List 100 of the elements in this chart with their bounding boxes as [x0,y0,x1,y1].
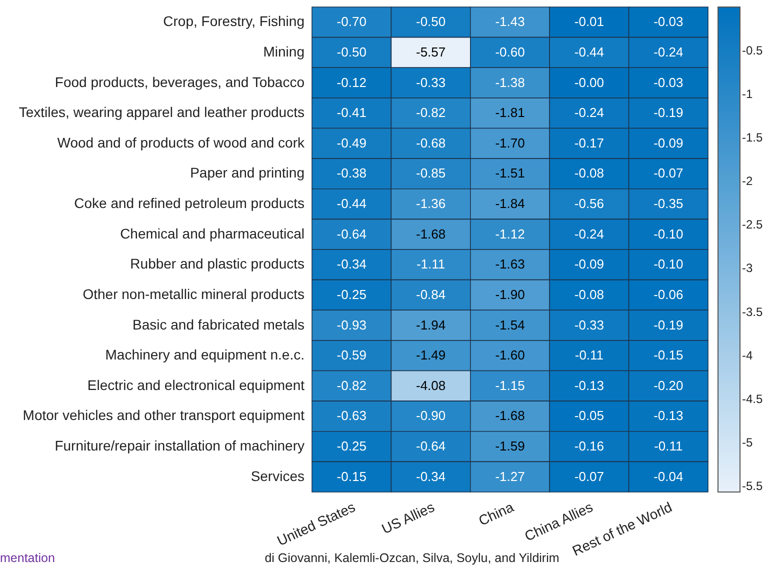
data-label: -1.15 [495,378,525,393]
data-label: -5.57 [416,44,446,60]
data-label: -0.49 [336,135,366,150]
data-label: -1.68 [495,408,525,424]
data-label: -0.90 [416,408,446,424]
data-label: -0.01 [574,14,604,30]
data-label: -0.50 [416,14,446,30]
data-label: -0.25 [336,438,366,454]
data-label: -0.20 [654,378,684,393]
data-label: -1.27 [495,468,525,484]
data-label: -0.56 [574,196,604,212]
data-label: -1.94 [416,317,446,332]
data-label: -0.70 [336,14,366,30]
data-label: -0.85 [416,166,446,181]
color-bar-label: -1 [742,87,753,102]
data-label: -0.13 [654,408,684,424]
data-label: -0.68 [416,135,446,150]
data-label: -0.24 [574,105,604,120]
data-label: -0.50 [336,44,366,60]
data-label: -0.09 [574,256,604,272]
color-bar-label: -5.5 [742,478,764,493]
data-label: -0.19 [654,105,684,120]
y-tick-label: Electric and electronical equipment [87,376,305,393]
data-label: -0.10 [654,256,684,272]
data-label: -0.64 [336,226,366,242]
data-label: -0.13 [574,378,604,393]
data-label: -1.51 [495,166,525,181]
data-label: -0.15 [654,348,684,363]
color-bar-label: -0.5 [742,44,764,58]
y-tick-label: Wood and of products of wood and cork [57,134,306,150]
y-tick-label: Paper and printing [190,164,304,181]
data-label: -1.59 [495,438,525,454]
data-label: -0.09 [654,135,684,150]
data-label: -1.43 [495,14,525,30]
text: di Giovanni, Kalemli-Ozcan, Silva, Soylu, and Yildirim [264,551,560,565]
text: mentation [0,551,55,565]
data-label: -1.11 [416,256,446,272]
data-label: -0.03 [654,14,684,30]
data-label: -1.54 [495,317,525,332]
color-bar-label: -3 [742,261,753,276]
data-label: -0.35 [654,196,684,212]
data-label: -0.33 [416,74,446,90]
data-label: -0.07 [654,166,684,181]
data-label: -0.07 [574,468,604,484]
data-label: -0.12 [336,74,366,90]
y-tick-label: Textiles, wearing apparel and leather products [18,104,304,120]
data-label: -1.68 [416,226,446,242]
color-bar-label: -1.5 [742,130,764,145]
data-label: -1.70 [495,135,525,150]
data-label: -0.34 [336,256,366,272]
data-label: -0.08 [574,166,604,181]
data-label: -0.44 [574,44,604,60]
data-label: -1.36 [416,196,446,212]
data-label: -1.81 [495,105,525,120]
y-tick-label: Crop, Forestry, Fishing [163,13,304,30]
data-label: -0.15 [336,468,366,484]
data-label: -0.00 [574,74,604,90]
x-tick-label: China [476,498,516,529]
x-tick-label: US Allies [379,498,437,537]
data-label: -0.34 [416,468,446,484]
color-bar-label: -5 [742,435,753,450]
y-tick-label: Services [250,468,304,484]
data-label: -1.49 [416,348,446,363]
data-label: -0.11 [654,438,683,454]
data-label: -0.60 [495,44,525,60]
y-tick-label: Coke and refined petroleum products [74,195,304,212]
data-label: -4.08 [416,378,446,393]
y-tick-label: Furniture/repair installation of machinery [54,438,304,454]
data-label: -1.38 [495,74,525,90]
data-label: -0.63 [336,408,366,424]
data-label: -0.24 [574,226,604,242]
data-label: -0.08 [574,286,604,302]
data-label: -0.84 [416,286,446,302]
y-tick-label: Machinery and equipment n.e.c. [105,346,304,363]
y-tick-label: Motor vehicles and other transport equipment [22,407,305,424]
data-label: -0.17 [574,135,604,150]
data-label: -1.84 [495,196,525,212]
data-label: -0.06 [654,286,684,302]
data-label: -0.38 [336,166,366,181]
data-label: -0.93 [336,317,366,332]
data-label: -0.04 [654,468,684,484]
data-label: -0.33 [574,317,604,332]
color-bar-label: -4.5 [742,392,764,406]
data-label: -1.12 [495,226,525,242]
data-label: -0.82 [416,105,446,120]
y-tick-label: Food products, beverages, and Tobacco [54,74,305,90]
y-tick-label: Other non-metallic mineral products [82,286,304,302]
data-label: -0.03 [654,74,684,90]
data-label: -0.19 [654,317,684,332]
data-label: -0.05 [574,408,604,424]
color-bar-label: -2 [742,174,753,188]
data-label: -1.90 [495,286,525,302]
data-label: -1.60 [495,348,525,363]
data-label: -0.41 [336,105,366,120]
data-label: -0.25 [336,286,366,302]
data-label: -0.59 [336,348,366,363]
data-label: -1.63 [495,256,525,272]
color-bar-label: -3.5 [742,304,764,319]
y-tick-label: Rubber and plastic products [130,256,304,272]
data-label: -0.16 [574,438,604,454]
